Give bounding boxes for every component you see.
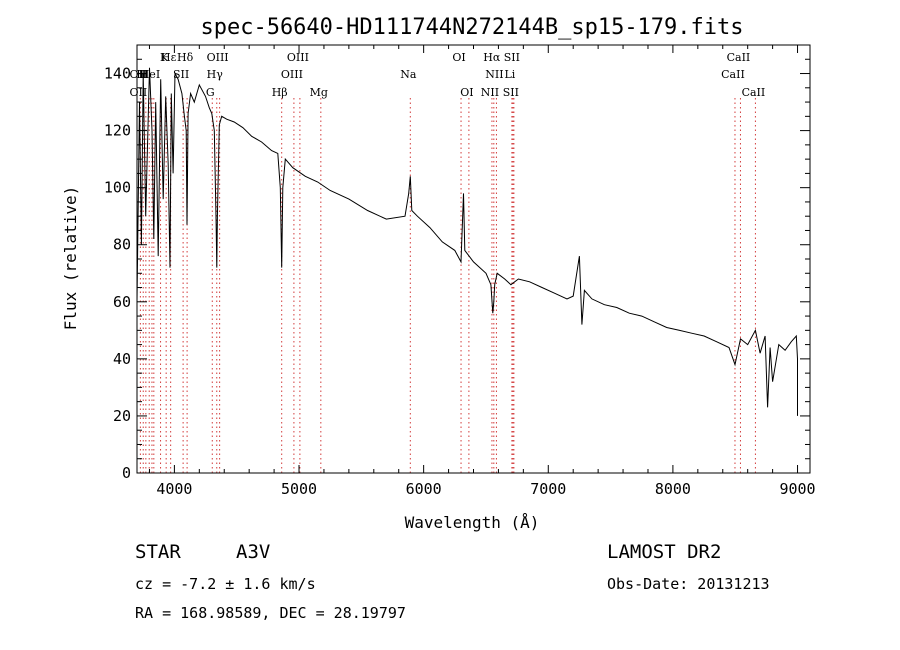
- line-label: SII: [503, 86, 519, 99]
- y-tick-label: 20: [113, 407, 131, 425]
- x-tick-label: 9000: [779, 480, 815, 498]
- chart-title: spec-56640-HD111744N272144B_sp15-179.fit…: [200, 15, 743, 40]
- line-label: NII: [481, 86, 499, 99]
- x-axis-label: Wavelength (Å): [405, 513, 540, 532]
- survey-name: LAMOST DR2: [607, 541, 722, 563]
- line-label: Hδ: [177, 51, 194, 64]
- line-label: Li: [504, 68, 515, 81]
- x-tick-label: 8000: [655, 480, 691, 498]
- coordinates: RA = 168.98589, DEC = 28.19797: [135, 604, 406, 622]
- line-label: OI: [452, 51, 465, 64]
- spectrum-line: [136, 67, 798, 416]
- line-label: OIII: [287, 51, 309, 64]
- y-tick-label: 140: [104, 65, 131, 83]
- line-label: K: [160, 51, 169, 64]
- line-label: CaII: [721, 68, 745, 81]
- x-tick-label: 4000: [156, 480, 192, 498]
- y-tick-label: 0: [122, 464, 131, 482]
- line-label: H: [139, 68, 149, 81]
- observation-date: Obs-Date: 20131213: [607, 575, 770, 593]
- line-label: Hα: [483, 51, 501, 64]
- x-tick-label: 5000: [281, 480, 317, 498]
- y-tick-label: 80: [113, 236, 131, 254]
- line-label: SII: [504, 51, 520, 64]
- line-label: Hγ: [207, 68, 224, 81]
- line-label: CaII: [727, 51, 751, 64]
- line-label: OIII: [207, 51, 229, 64]
- redshift-cz: cz = -7.2 ± 1.6 km/s: [135, 575, 316, 593]
- line-label: Hε: [161, 51, 177, 64]
- plot-frame: [136, 44, 811, 474]
- emission-line-markers: [139, 98, 756, 473]
- spectrum-chart: spec-56640-HD111744N272144B_sp15-179.fit…: [61, 15, 816, 532]
- line-label: Mg: [310, 86, 328, 99]
- spectral-subclass: A3V: [236, 541, 271, 563]
- x-axis-ticks: 4000 5000 6000 7000 8000 9000: [148, 45, 816, 498]
- line-label: Na: [400, 68, 417, 81]
- line-label: NII: [485, 68, 503, 81]
- line-label: CaII: [742, 86, 766, 99]
- line-label: H: [136, 68, 146, 81]
- line-label: OI: [460, 86, 473, 99]
- x-tick-label: 7000: [530, 480, 566, 498]
- y-tick-label: 60: [113, 293, 131, 311]
- y-tick-label: 100: [104, 179, 131, 197]
- y-axis-ticks: 0 20 40 60 80 100 120 140: [104, 58, 810, 482]
- line-label: G: [206, 86, 215, 99]
- y-tick-label: 120: [104, 122, 131, 140]
- line-label: OIII: [281, 68, 303, 81]
- x-tick-label: 6000: [406, 480, 442, 498]
- y-axis-label: Flux (relative): [61, 186, 80, 331]
- object-class: STAR: [135, 541, 181, 563]
- line-label: Hβ: [272, 86, 288, 99]
- y-tick-label: 40: [113, 350, 131, 368]
